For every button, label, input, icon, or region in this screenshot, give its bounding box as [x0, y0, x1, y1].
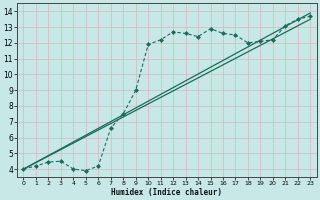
- X-axis label: Humidex (Indice chaleur): Humidex (Indice chaleur): [111, 188, 222, 197]
